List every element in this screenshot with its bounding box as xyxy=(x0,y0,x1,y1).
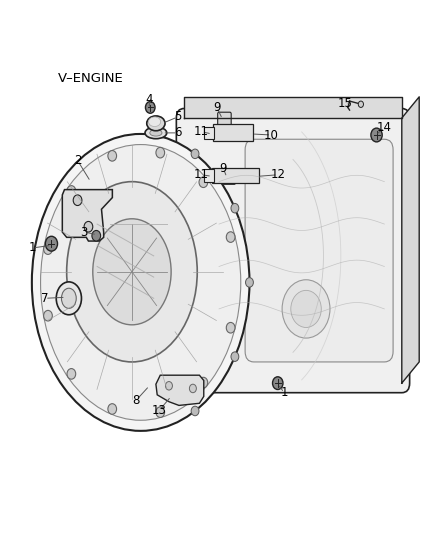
Circle shape xyxy=(156,147,165,158)
Circle shape xyxy=(199,177,208,188)
Circle shape xyxy=(73,195,82,206)
Ellipse shape xyxy=(145,127,167,139)
Circle shape xyxy=(44,310,52,321)
Circle shape xyxy=(189,384,196,393)
Polygon shape xyxy=(62,190,113,241)
Circle shape xyxy=(371,128,382,142)
FancyBboxPatch shape xyxy=(212,168,258,183)
Circle shape xyxy=(199,377,208,388)
Circle shape xyxy=(191,406,199,416)
FancyBboxPatch shape xyxy=(204,126,214,139)
Circle shape xyxy=(46,236,57,251)
Ellipse shape xyxy=(41,144,241,420)
FancyBboxPatch shape xyxy=(177,109,410,393)
Ellipse shape xyxy=(67,182,197,362)
FancyBboxPatch shape xyxy=(218,112,231,126)
Circle shape xyxy=(291,290,321,327)
Text: 9: 9 xyxy=(213,101,221,114)
Circle shape xyxy=(145,102,155,114)
Polygon shape xyxy=(156,375,204,406)
Text: 2: 2 xyxy=(74,154,81,167)
Text: 1: 1 xyxy=(280,386,288,399)
FancyBboxPatch shape xyxy=(204,169,214,182)
Ellipse shape xyxy=(32,134,250,431)
Text: 15: 15 xyxy=(338,96,353,110)
Circle shape xyxy=(223,172,231,183)
Circle shape xyxy=(156,407,165,417)
Circle shape xyxy=(272,377,283,390)
Circle shape xyxy=(44,244,52,254)
Text: 5: 5 xyxy=(174,110,181,124)
Circle shape xyxy=(67,369,76,379)
Ellipse shape xyxy=(93,219,171,325)
Ellipse shape xyxy=(56,282,81,315)
Text: 3: 3 xyxy=(81,225,88,239)
Text: 12: 12 xyxy=(270,168,285,181)
Ellipse shape xyxy=(148,117,161,126)
Circle shape xyxy=(108,403,117,414)
Text: 8: 8 xyxy=(133,393,140,407)
Text: 10: 10 xyxy=(264,128,279,141)
Circle shape xyxy=(358,101,364,108)
Circle shape xyxy=(218,114,227,124)
Circle shape xyxy=(231,204,239,213)
FancyBboxPatch shape xyxy=(222,171,236,184)
Text: 11: 11 xyxy=(194,168,209,181)
FancyBboxPatch shape xyxy=(213,124,253,141)
Circle shape xyxy=(92,230,101,241)
Ellipse shape xyxy=(61,288,76,309)
Circle shape xyxy=(226,322,235,333)
Text: V–ENGINE: V–ENGINE xyxy=(58,72,124,85)
Ellipse shape xyxy=(150,130,162,136)
Circle shape xyxy=(231,352,239,361)
Ellipse shape xyxy=(147,116,165,131)
Circle shape xyxy=(108,150,117,161)
Circle shape xyxy=(191,149,199,159)
Circle shape xyxy=(226,232,235,243)
Text: 9: 9 xyxy=(219,162,227,175)
Polygon shape xyxy=(402,97,419,383)
Circle shape xyxy=(282,280,330,338)
Circle shape xyxy=(166,382,173,390)
Text: 1: 1 xyxy=(29,241,36,254)
Text: 6: 6 xyxy=(174,126,181,140)
Text: 14: 14 xyxy=(377,121,392,134)
FancyBboxPatch shape xyxy=(245,139,393,362)
Text: 4: 4 xyxy=(145,93,153,106)
Polygon shape xyxy=(184,97,402,118)
Circle shape xyxy=(67,185,76,196)
Text: 7: 7 xyxy=(41,292,49,305)
Circle shape xyxy=(84,221,93,232)
Text: 11: 11 xyxy=(194,125,209,139)
Circle shape xyxy=(246,278,253,287)
Text: 13: 13 xyxy=(152,404,166,417)
